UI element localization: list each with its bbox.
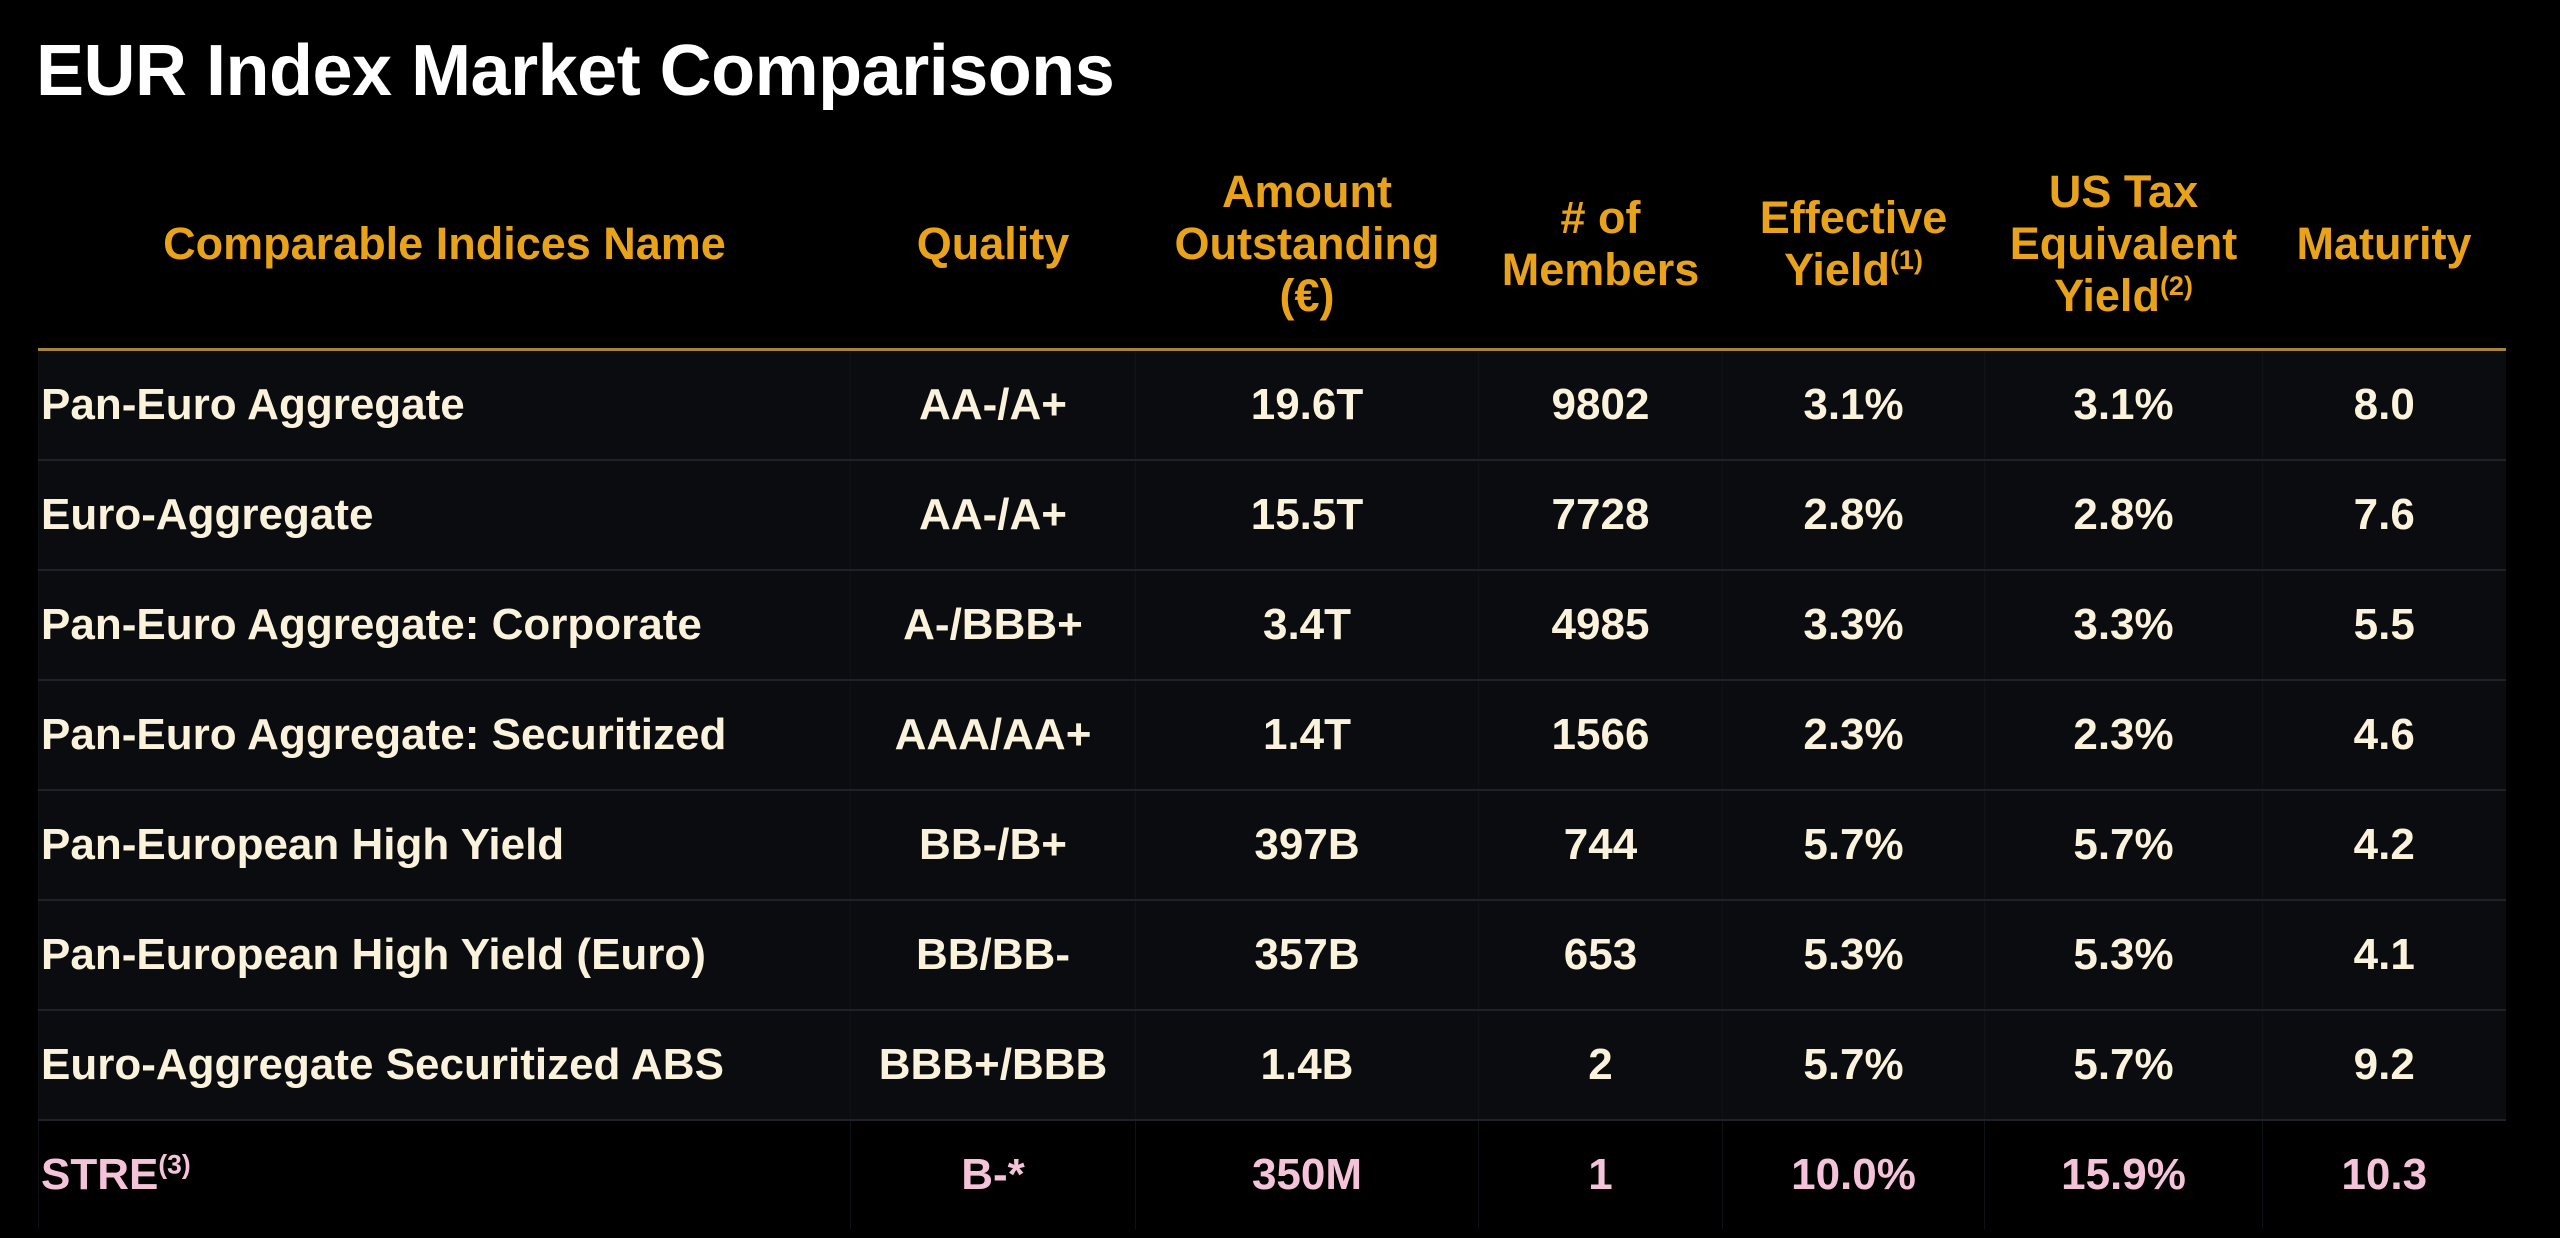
cell-quality: AA-/A+ bbox=[850, 349, 1136, 461]
cell-tax-equiv-yield: 3.1% bbox=[1984, 349, 2263, 461]
table-row: Pan-European High Yield (Euro) BB/BB- 357B… bbox=[38, 900, 2506, 1011]
footnote-marker: (2) bbox=[2159, 271, 2193, 301]
cell-members: 7728 bbox=[1478, 460, 1723, 571]
cell-tax-equiv-yield: 15.9% bbox=[1984, 1120, 2263, 1229]
column-header-label: (€) bbox=[1279, 270, 1335, 321]
footnote-marker: (1) bbox=[1889, 245, 1923, 275]
column-header-label: Equivalent bbox=[2009, 218, 2238, 269]
column-header-label: Effective bbox=[1759, 192, 1948, 243]
cell-maturity: 4.6 bbox=[2262, 680, 2506, 791]
table-row: Euro-Aggregate Securitized ABS BBB+/BBB 1.… bbox=[38, 1010, 2506, 1121]
cell-maturity: 9.2 bbox=[2262, 1010, 2506, 1121]
cell-members: 2 bbox=[1478, 1010, 1723, 1121]
cell-effective-yield: 2.3% bbox=[1722, 680, 1985, 791]
cell-name: Euro-Aggregate Securitized ABS bbox=[38, 1010, 851, 1121]
cell-members: 653 bbox=[1478, 900, 1723, 1011]
cell-name: Pan-European High Yield (Euro) bbox=[38, 900, 851, 1011]
column-header-label: Outstanding bbox=[1174, 218, 1440, 269]
cell-name: Pan-Euro Aggregate: Corporate bbox=[38, 570, 851, 681]
cell-effective-yield: 5.3% bbox=[1722, 900, 1985, 1011]
column-header-label: Quality bbox=[916, 218, 1070, 269]
cell-amount: 15.5T bbox=[1135, 460, 1479, 571]
cell-maturity: 4.2 bbox=[2262, 790, 2506, 901]
comparison-table: Comparable Indices Name Quality Amount Outs… bbox=[38, 140, 2506, 1229]
cell-amount: 1.4T bbox=[1135, 680, 1479, 791]
table-row: STRE(3) B-* 350M 1 10.0% 15.9% 10.3 bbox=[38, 1120, 2506, 1229]
table-row: Pan-Euro Aggregate AA-/A+ 19.6T 9802 3.1% 3.1… bbox=[38, 349, 2506, 461]
cell-name: Pan-Euro Aggregate bbox=[38, 349, 851, 461]
column-header-label: # of bbox=[1560, 192, 1641, 243]
cell-members: 1566 bbox=[1478, 680, 1723, 791]
column-header-label: Yield bbox=[2054, 270, 2160, 321]
cell-quality: BB-/B+ bbox=[850, 790, 1136, 901]
cell-members: 9802 bbox=[1478, 349, 1723, 461]
column-header: Amount Outstanding (€) bbox=[1135, 140, 1479, 351]
table-row: Pan-European High Yield BB-/B+ 397B 744 5.7%… bbox=[38, 790, 2506, 901]
cell-effective-yield: 2.8% bbox=[1722, 460, 1985, 571]
cell-tax-equiv-yield: 3.3% bbox=[1984, 570, 2263, 681]
cell-tax-equiv-yield: 2.3% bbox=[1984, 680, 2263, 791]
cell-amount: 397B bbox=[1135, 790, 1479, 901]
cell-quality: BB/BB- bbox=[850, 900, 1136, 1011]
column-header-label: Amount bbox=[1222, 166, 1392, 217]
cell-name: Pan-European High Yield bbox=[38, 790, 851, 901]
cell-effective-yield: 5.7% bbox=[1722, 790, 1985, 901]
table-row: Pan-Euro Aggregate: Corporate A-/BBB+ 3.4T… bbox=[38, 570, 2506, 681]
cell-quality: AA-/A+ bbox=[850, 460, 1136, 571]
column-header-label: Yield bbox=[1784, 244, 1890, 295]
page-title: EUR Index Market Comparisons bbox=[36, 31, 1115, 111]
cell-maturity: 4.1 bbox=[2262, 900, 2506, 1011]
cell-amount: 357B bbox=[1135, 900, 1479, 1011]
cell-effective-yield: 5.7% bbox=[1722, 1010, 1985, 1121]
table-row: Pan-Euro Aggregate: Securitized AAA/AA+ 1.… bbox=[38, 680, 2506, 791]
cell-maturity: 7.6 bbox=[2262, 460, 2506, 571]
cell-quality: BBB+/BBB bbox=[850, 1010, 1136, 1121]
footnote-marker: (3) bbox=[158, 1149, 191, 1180]
cell-name: Euro-Aggregate bbox=[38, 460, 851, 571]
cell-maturity: 10.3 bbox=[2262, 1120, 2506, 1229]
column-header-label: US Tax bbox=[2048, 166, 2199, 217]
column-header: Effective Yield(1) bbox=[1722, 140, 1985, 351]
cell-effective-yield: 3.1% bbox=[1722, 349, 1985, 461]
cell-quality: A-/BBB+ bbox=[850, 570, 1136, 681]
cell-tax-equiv-yield: 5.7% bbox=[1984, 1010, 2263, 1121]
column-header-label: Maturity bbox=[2296, 218, 2472, 269]
cell-amount: 3.4T bbox=[1135, 570, 1479, 681]
table-header-row: Comparable Indices Name Quality Amount Outs… bbox=[38, 140, 2506, 351]
column-header: # of Members bbox=[1478, 140, 1723, 351]
cell-name: Pan-Euro Aggregate: Securitized bbox=[38, 680, 851, 791]
cell-tax-equiv-yield: 5.7% bbox=[1984, 790, 2263, 901]
cell-quality: AAA/AA+ bbox=[850, 680, 1136, 791]
cell-quality: B-* bbox=[850, 1120, 1136, 1229]
cell-effective-yield: 10.0% bbox=[1722, 1120, 1985, 1229]
cell-maturity: 5.5 bbox=[2262, 570, 2506, 681]
column-header: Quality bbox=[850, 140, 1136, 351]
cell-effective-yield: 3.3% bbox=[1722, 570, 1985, 681]
cell-members: 744 bbox=[1478, 790, 1723, 901]
cell-tax-equiv-yield: 5.3% bbox=[1984, 900, 2263, 1011]
cell-members: 4985 bbox=[1478, 570, 1723, 681]
column-header: Comparable Indices Name bbox=[38, 140, 851, 351]
cell-maturity: 8.0 bbox=[2262, 349, 2506, 461]
column-header-label: Members bbox=[1501, 244, 1700, 295]
column-header-label: Comparable Indices Name bbox=[163, 218, 726, 269]
cell-members: 1 bbox=[1478, 1120, 1723, 1229]
column-header: US Tax Equivalent Yield(2) bbox=[1984, 140, 2263, 351]
cell-amount: 350M bbox=[1135, 1120, 1479, 1229]
cell-name: STRE(3) bbox=[38, 1120, 851, 1229]
table-row: Euro-Aggregate AA-/A+ 15.5T 7728 2.8% 2.8% 7.6 bbox=[38, 460, 2506, 571]
column-header: Maturity bbox=[2262, 140, 2506, 351]
cell-amount: 19.6T bbox=[1135, 349, 1479, 461]
cell-tax-equiv-yield: 2.8% bbox=[1984, 460, 2263, 571]
cell-amount: 1.4B bbox=[1135, 1010, 1479, 1121]
